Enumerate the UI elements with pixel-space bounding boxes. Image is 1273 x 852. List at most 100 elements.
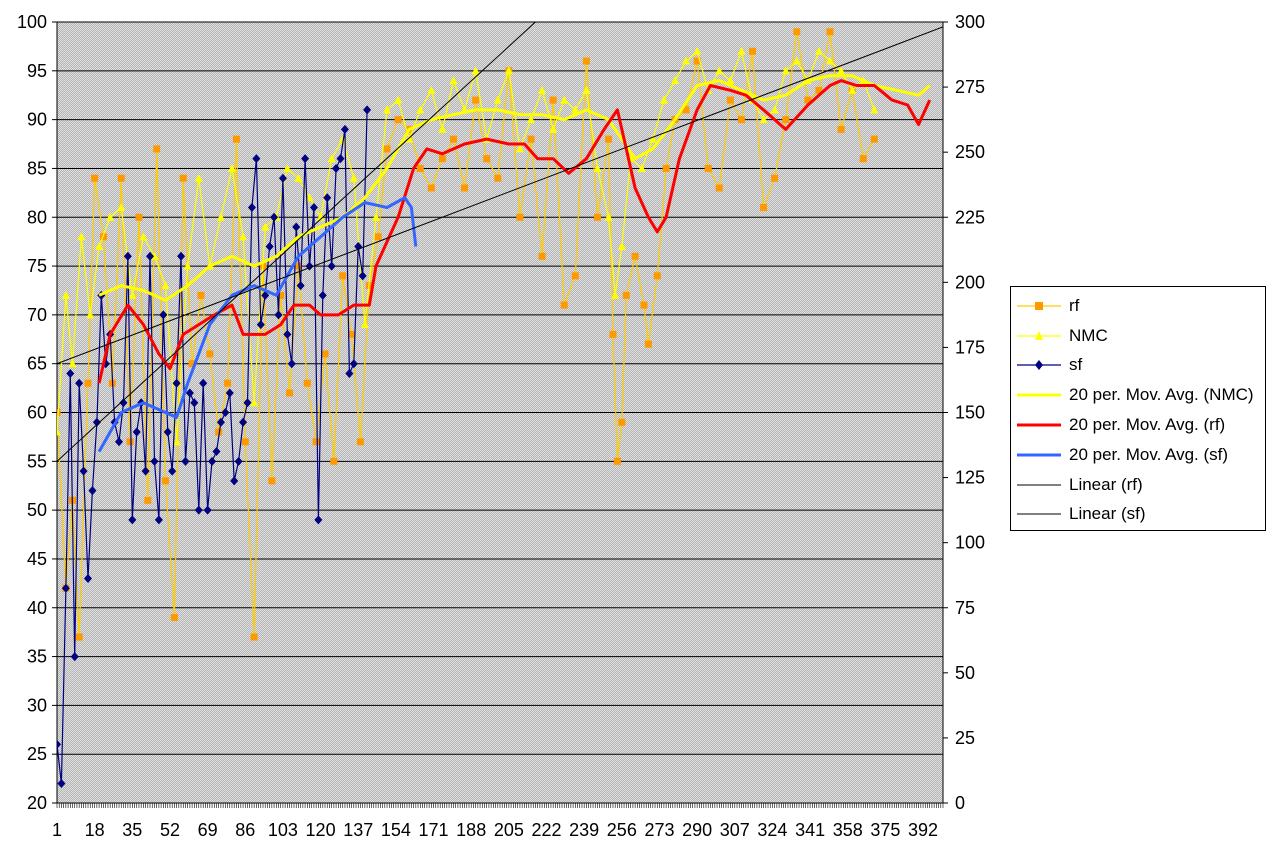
y-tick-label: 95 (27, 61, 47, 81)
data-point (135, 213, 143, 221)
legend-swatch (1017, 393, 1061, 397)
data-point (314, 515, 323, 525)
data-point (374, 233, 382, 241)
y-tick-label: 25 (27, 744, 47, 764)
legend-item-nmc: NMC (1011, 321, 1265, 351)
data-point (75, 378, 84, 388)
data-point (659, 95, 668, 104)
data-point (609, 330, 617, 338)
data-point (170, 614, 178, 622)
y2-tick-label: 300 (955, 12, 985, 32)
data-point (115, 437, 124, 447)
data-point (294, 262, 302, 270)
legend-swatch (1017, 423, 1061, 427)
data-point (161, 281, 170, 290)
data-point (605, 135, 613, 143)
legend-item-linear-rf: Linear (rf) (1011, 470, 1265, 500)
data-point (318, 290, 327, 300)
legend-item-sf: sf (1011, 351, 1265, 381)
data-point (57, 739, 61, 749)
data-point (179, 174, 187, 182)
data-point (66, 368, 75, 378)
data-point (215, 428, 223, 436)
x-tick-label: 103 (268, 820, 298, 840)
y-tick-label: 90 (27, 110, 47, 130)
moving-average-line (98, 74, 931, 302)
data-point (132, 427, 141, 437)
data-point (336, 154, 345, 164)
x-tick-label: 188 (456, 820, 486, 840)
legend-label: 20 per. Mov. Avg. (sf) (1069, 444, 1229, 464)
data-point (737, 116, 745, 124)
series-linear-sf (57, 22, 536, 462)
data-point (197, 291, 205, 299)
data-point (648, 134, 657, 143)
data-point (332, 163, 341, 173)
data-point (239, 417, 248, 427)
data-point (172, 437, 181, 446)
x-axis: 1 18 35 52 69 86 103 120 137 154 171 188 205 222 239 25… (52, 802, 944, 840)
data-point (190, 398, 199, 408)
data-point (250, 398, 259, 407)
data-point (493, 95, 502, 104)
data-point (870, 105, 879, 114)
data-point (199, 378, 208, 388)
data-point (349, 173, 358, 182)
data-point (593, 213, 601, 221)
data-point (128, 515, 137, 525)
data-point (286, 389, 294, 397)
data-point (75, 633, 83, 641)
moving-average-line (97, 196, 418, 453)
data-point (146, 251, 155, 261)
data-point (793, 28, 801, 36)
legend-label: Linear (sf) (1069, 504, 1146, 524)
data-point (472, 96, 480, 104)
data-point (86, 310, 95, 319)
legend-item-rf: rf (1011, 291, 1265, 321)
trend-line (57, 22, 536, 462)
y-tick-label: 40 (27, 598, 47, 618)
legend-label: rf (1069, 295, 1080, 315)
y-tick-label: 80 (27, 207, 47, 227)
data-point (225, 388, 234, 398)
data-point (84, 573, 93, 583)
data-point (416, 164, 424, 172)
data-point (427, 184, 435, 192)
data-point (726, 96, 734, 104)
y-tick-label: 45 (27, 549, 47, 569)
data-point (416, 105, 425, 114)
data-point (760, 203, 768, 211)
x-tick-label: 18 (85, 820, 105, 840)
data-point (662, 164, 670, 172)
data-point (278, 173, 287, 183)
data-point (640, 301, 648, 309)
data-point (339, 272, 347, 280)
data-point (141, 466, 150, 476)
y2-tick-label: 225 (955, 207, 985, 227)
data-point (305, 193, 314, 202)
data-point (348, 330, 356, 338)
data-point (349, 359, 358, 369)
data-point (549, 124, 558, 133)
y2-tick-label: 25 (955, 728, 975, 748)
data-point (117, 174, 125, 182)
data-point (837, 66, 846, 75)
y2-tick-label: 175 (955, 337, 985, 357)
data-point (483, 155, 491, 163)
data-point (283, 329, 292, 339)
y-tick-label: 50 (27, 500, 47, 520)
legend-swatch (1017, 330, 1061, 340)
data-point (216, 212, 225, 221)
data-point (301, 154, 310, 164)
data-point (221, 408, 230, 417)
data-point (358, 271, 367, 281)
data-point (340, 124, 349, 134)
y2-tick-label: 75 (955, 598, 975, 618)
data-point (383, 145, 391, 153)
data-point (208, 456, 217, 466)
data-point (106, 212, 115, 221)
y-tick-label: 55 (27, 451, 47, 471)
data-point (212, 447, 221, 457)
legend-swatch (1017, 360, 1061, 371)
data-point (371, 212, 380, 221)
